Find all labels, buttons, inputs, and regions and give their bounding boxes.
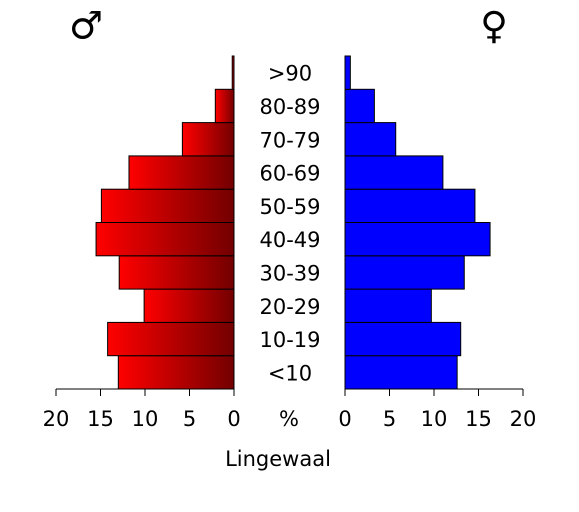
category-label: 50-59	[259, 195, 320, 219]
x-tick-label: 10	[132, 407, 159, 431]
category-label: <10	[268, 361, 312, 385]
category-label: >90	[268, 62, 312, 86]
category-label: 10-19	[259, 328, 320, 352]
x-tick-label: 15	[87, 407, 114, 431]
bar	[344, 222, 491, 257]
center-unit-label: %	[279, 407, 299, 431]
bar	[100, 188, 235, 223]
category-label: 80-89	[259, 95, 320, 119]
bar	[143, 288, 235, 323]
bar	[344, 155, 444, 190]
bar	[344, 321, 462, 357]
bar	[117, 355, 235, 390]
bar	[344, 122, 397, 157]
bar	[107, 321, 235, 357]
bar	[128, 155, 235, 190]
bar	[181, 122, 235, 157]
bar	[344, 188, 476, 223]
x-tick-label: 20	[510, 407, 537, 431]
x-tick-label: 0	[338, 407, 351, 431]
legend-symbol: ♂	[69, 4, 103, 48]
x-tick-label: 5	[383, 407, 396, 431]
bar	[118, 255, 235, 290]
bar	[231, 55, 235, 90]
category-label: 40-49	[259, 228, 320, 252]
category-label: 70-79	[259, 128, 320, 152]
x-tick-label: 5	[183, 407, 196, 431]
category-label: 30-39	[259, 261, 320, 285]
legend-symbol: ♀	[480, 4, 508, 48]
x-tick-label: 10	[421, 407, 448, 431]
bar	[344, 288, 432, 323]
category-label: 20-29	[259, 295, 320, 319]
bar	[95, 222, 235, 257]
bar	[344, 255, 465, 290]
bar	[344, 88, 375, 124]
bar	[344, 55, 351, 90]
bar	[214, 88, 235, 124]
category-label: 60-69	[259, 162, 320, 186]
x-tick-label: 15	[465, 407, 492, 431]
bar	[344, 355, 458, 390]
x-tick-label: 0	[227, 407, 240, 431]
x-tick-label: 20	[43, 407, 70, 431]
x-axis-title: Lingewaal	[225, 447, 331, 471]
